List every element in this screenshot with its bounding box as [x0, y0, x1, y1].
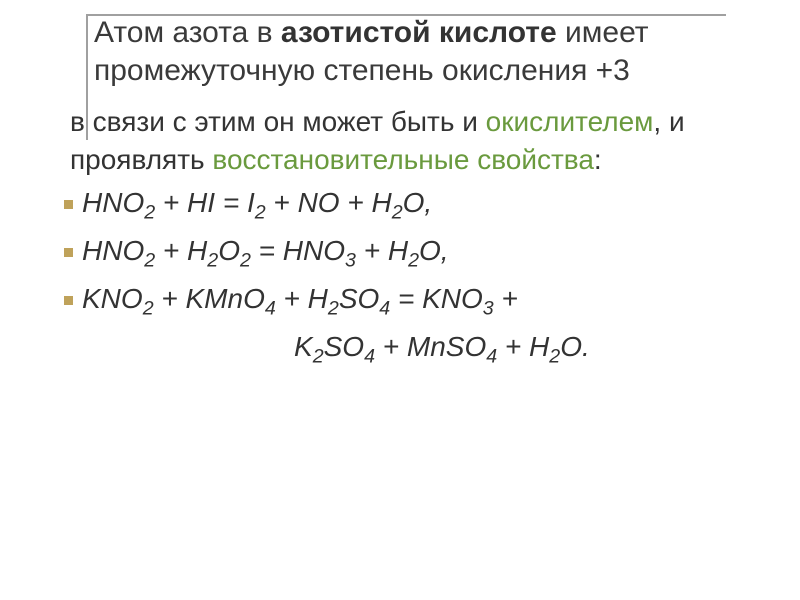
- title-prefix: Атом азота в: [94, 16, 281, 49]
- intro-reducer: восстановительные свойства: [212, 144, 594, 175]
- intro-p3: :: [594, 144, 602, 175]
- equation-item: HNO2 + HI = I2 + NO + H2O,: [64, 184, 740, 226]
- equation-item: KNO2 + KMnO4 + H2SO4 = KNO3 +: [64, 280, 740, 322]
- slide: Атом азота в азотистой кислоте имеет про…: [0, 0, 800, 600]
- title-bold: азотистой кислоте: [281, 16, 557, 49]
- equation-list: HNO2 + HI = I2 + NO + H2O, HNO2 + H2O2 =…: [64, 184, 740, 322]
- equation-item: HNO2 + H2O2 = HNO3 + H2O,: [64, 232, 740, 274]
- intro-paragraph: в связи с этим он может быть и окислител…: [64, 103, 740, 179]
- equation-continuation: K2SO4 + MnSO4 + H2O.: [64, 328, 740, 370]
- title-rule-vertical: [86, 14, 88, 140]
- title-rule-horizontal: [86, 14, 726, 16]
- intro-p1: в связи с этим он может быть и: [70, 106, 486, 137]
- title-block: Атом азота в азотистой кислоте имеет про…: [60, 14, 740, 91]
- slide-title: Атом азота в азотистой кислоте имеет про…: [94, 14, 740, 91]
- intro-oxidizer: окислителем: [486, 106, 654, 137]
- slide-body: в связи с этим он может быть и окислител…: [60, 103, 740, 371]
